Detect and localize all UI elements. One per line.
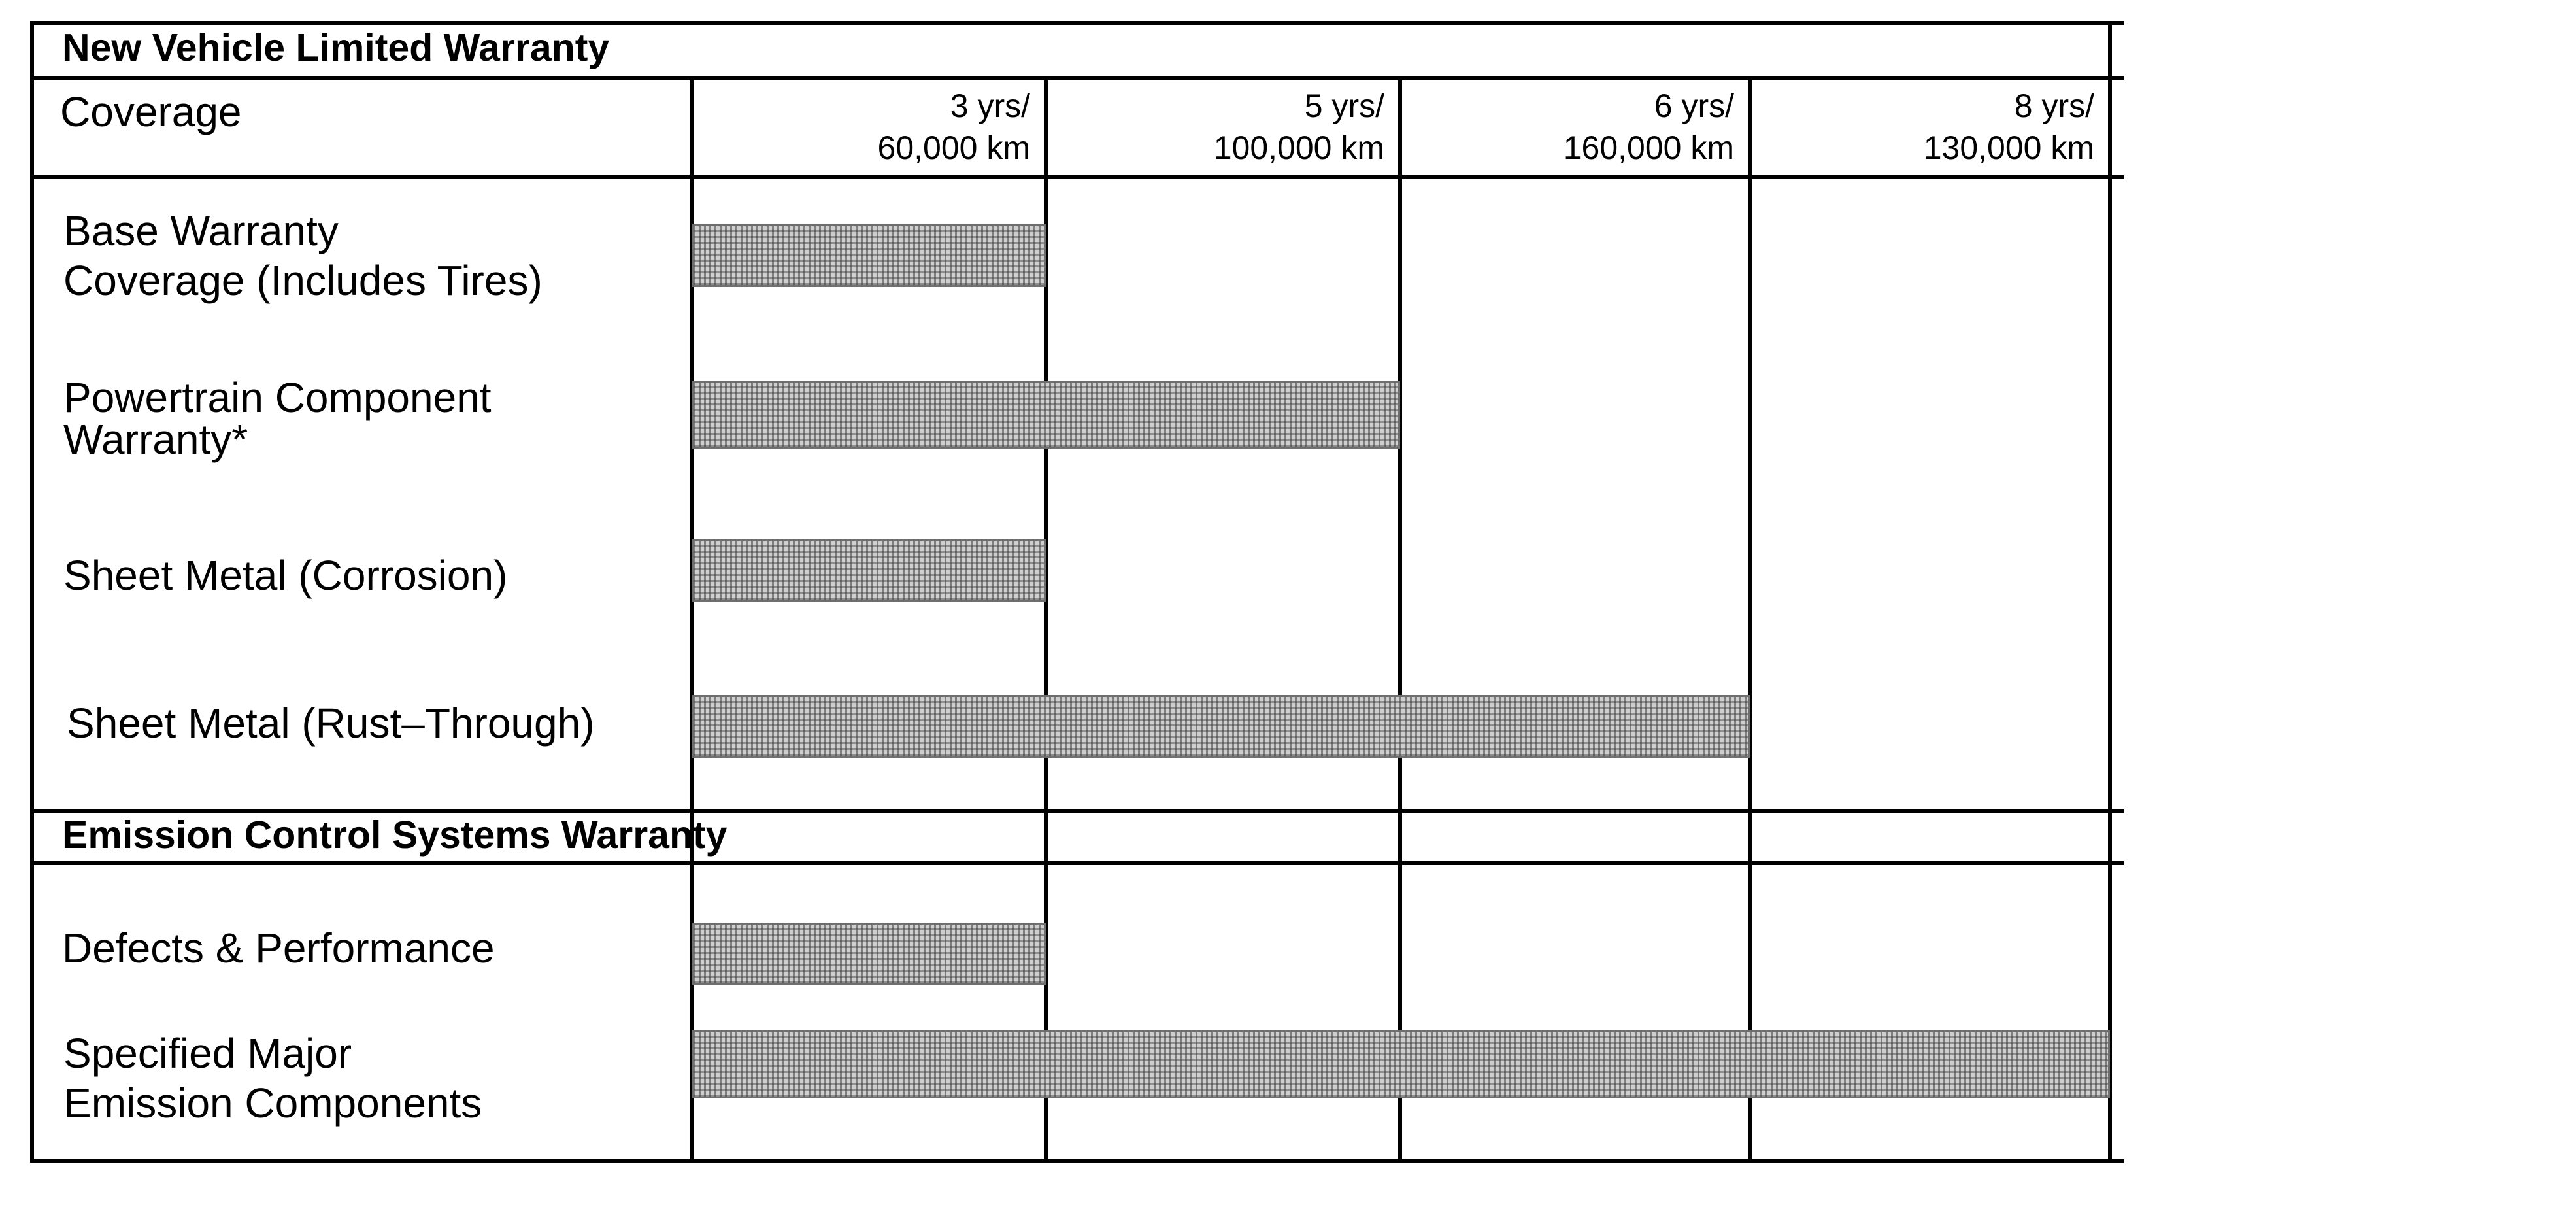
column-header-6yr-years: 6 yrs/ bbox=[1654, 88, 1734, 124]
row-label-line: Powertrain Component bbox=[63, 374, 492, 421]
column-header-5yr: 5 yrs/ 100,000 km bbox=[1214, 85, 1384, 169]
title-divider bbox=[30, 76, 2124, 80]
row-label-specified-major-emission: Specified Major Emission Components bbox=[63, 1028, 482, 1128]
coverage-header: Coverage bbox=[60, 88, 242, 135]
coverage-bar-sheet-metal-rust-through bbox=[692, 695, 1750, 758]
coverage-bar-base-warranty bbox=[692, 224, 1046, 287]
row-label-sheet-metal-corrosion: Sheet Metal (Corrosion) bbox=[63, 551, 507, 600]
column-header-5yr-distance: 100,000 km bbox=[1213, 129, 1384, 166]
column-divider-5yr bbox=[1398, 76, 1402, 1163]
column-header-8yr-years: 8 yrs/ bbox=[2014, 88, 2094, 124]
coverage-bar-defects-performance bbox=[692, 923, 1046, 985]
table-right-border bbox=[2108, 21, 2112, 1163]
column-header-6yr-distance: 160,000 km bbox=[1563, 129, 1734, 166]
header-divider bbox=[30, 175, 2124, 178]
row-label-line: Sheet Metal (Corrosion) bbox=[63, 552, 508, 599]
label-column-divider bbox=[690, 76, 694, 1163]
coverage-bar-powertrain bbox=[692, 381, 1400, 449]
table-top-border bbox=[30, 21, 2124, 25]
column-header-8yr-distance: 130,000 km bbox=[1923, 129, 2094, 166]
column-header-3yr: 3 yrs/ 60,000 km bbox=[878, 85, 1030, 169]
table-bottom-border bbox=[30, 1159, 2124, 1163]
row-label-sheet-metal-rust-through: Sheet Metal (Rust–Through) bbox=[67, 698, 595, 748]
row-label-base-warranty: Base Warranty Coverage (Includes Tires) bbox=[63, 206, 543, 305]
column-header-5yr-years: 5 yrs/ bbox=[1304, 88, 1384, 124]
row-label-powertrain: Powertrain Component Warranty* bbox=[63, 377, 492, 460]
row-label-line: Base Warranty bbox=[63, 207, 339, 254]
row-label-line: Specified Major bbox=[63, 1030, 352, 1077]
column-header-3yr-distance: 60,000 km bbox=[877, 129, 1030, 166]
row-label-line: Sheet Metal (Rust–Through) bbox=[67, 700, 595, 747]
row-label-defects-performance: Defects & Performance bbox=[62, 923, 495, 973]
column-header-8yr: 8 yrs/ 130,000 km bbox=[1924, 85, 2094, 169]
column-divider-6yr bbox=[1748, 76, 1752, 1163]
emission-title-divider bbox=[30, 861, 2124, 865]
column-header-3yr-years: 3 yrs/ bbox=[950, 88, 1030, 124]
column-divider-3yr bbox=[1044, 76, 1048, 1163]
row-label-line: Coverage (Includes Tires) bbox=[63, 257, 543, 304]
column-header-6yr: 6 yrs/ 160,000 km bbox=[1564, 85, 1734, 169]
new-vehicle-warranty-title: New Vehicle Limited Warranty bbox=[62, 26, 610, 69]
coverage-bar-sheet-metal-corrosion bbox=[692, 539, 1046, 602]
row-label-line: Warranty* bbox=[63, 416, 248, 463]
section-divider bbox=[30, 809, 2124, 813]
row-label-line: Defects & Performance bbox=[62, 925, 495, 972]
table-left-border bbox=[30, 21, 34, 1163]
row-label-line: Emission Components bbox=[63, 1080, 482, 1127]
coverage-bar-specified-major-emission bbox=[692, 1030, 2110, 1098]
emission-warranty-title: Emission Control Systems Warranty bbox=[62, 813, 728, 857]
